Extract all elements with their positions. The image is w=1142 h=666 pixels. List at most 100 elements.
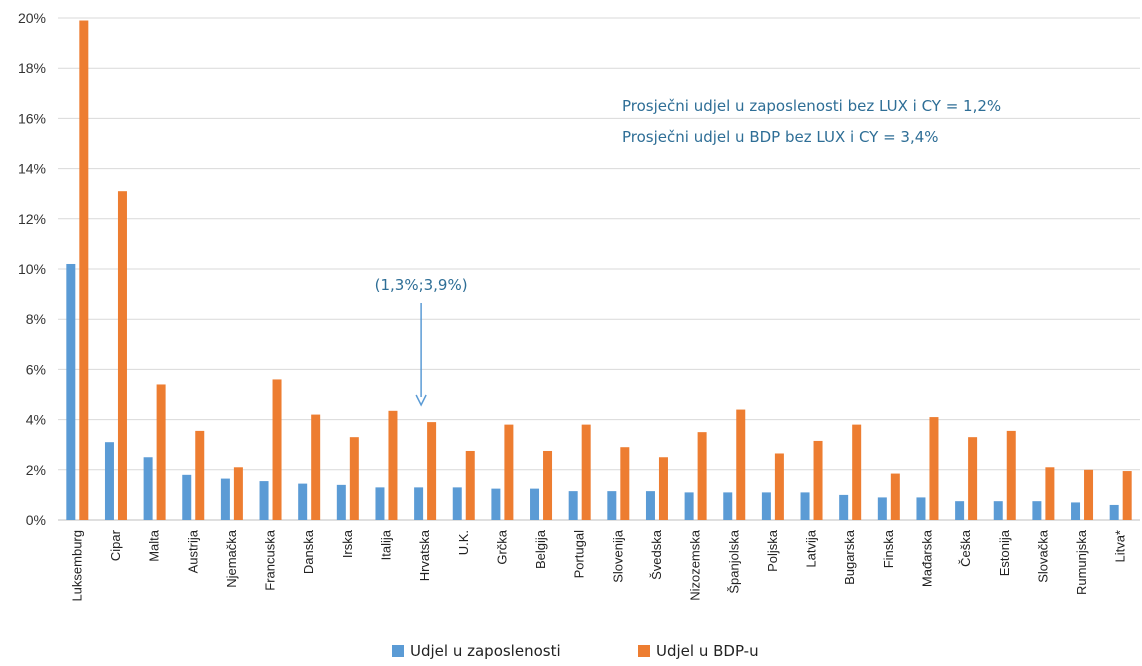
bar-gdp: [774, 453, 784, 520]
y-tick-label: 2%: [26, 462, 46, 478]
x-category-label: Irska: [340, 529, 355, 558]
bar-employment: [336, 484, 346, 520]
bar-employment: [607, 491, 617, 520]
bar-gdp: [388, 410, 398, 520]
y-tick-label: 6%: [26, 361, 46, 377]
bar-gdp: [156, 384, 166, 520]
bar-employment: [491, 488, 501, 520]
x-category-label: Estonija: [997, 529, 1012, 576]
x-category-label: Bugarska: [842, 529, 857, 585]
x-category-label: Latvija: [804, 529, 819, 567]
x-category-label: Španjolska: [726, 529, 741, 593]
bar-gdp: [311, 414, 321, 520]
bar-employment: [104, 442, 114, 520]
y-tick-label: 8%: [26, 311, 46, 327]
y-tick-label: 0%: [26, 512, 46, 528]
x-category-label: Slovenija: [610, 529, 625, 583]
x-category-label: Njemačka: [224, 529, 239, 588]
bar-gdp: [349, 437, 359, 520]
bar-gdp: [427, 422, 437, 520]
bar-employment: [220, 478, 230, 520]
bar-gdp: [1045, 467, 1055, 520]
bar-gdp: [504, 424, 514, 520]
y-tick-label: 10%: [18, 261, 46, 277]
bar-employment: [143, 457, 153, 520]
y-tick-label: 4%: [26, 412, 46, 428]
bar-gdp: [195, 430, 205, 520]
bar-employment: [761, 492, 771, 520]
bar-employment: [800, 492, 810, 520]
x-category-label: U.K.: [456, 530, 471, 555]
bar-gdp: [465, 450, 475, 520]
legend: Udjel u zaposlenosti Udjel u BDP-u: [392, 642, 759, 660]
x-category-label: Slovačka: [1035, 529, 1050, 583]
annotation-employment-average: Prosječni udjel u zaposlenosti bez LUX i…: [622, 97, 1001, 115]
legend-label-gdp: Udjel u BDP-u: [656, 642, 759, 660]
bar-employment: [1032, 501, 1042, 520]
y-axis-tick-labels: 0% 2% 4% 6% 8% 10% 12% 14% 16% 18% 20%: [18, 10, 46, 528]
bar-employment: [452, 487, 462, 520]
bar-employment: [1109, 504, 1119, 520]
bar-gdp: [852, 424, 862, 520]
legend-swatch-gdp: [638, 645, 650, 657]
bar-employment: [568, 491, 578, 520]
bar-gdp: [233, 467, 243, 520]
callout-label-hrvatska: (1,3%;3,9%): [375, 276, 468, 294]
bar-gdp: [968, 437, 978, 520]
x-category-label: Cipar: [108, 529, 123, 561]
y-tick-label: 18%: [18, 60, 46, 76]
callout-arrow: [415, 303, 427, 407]
x-category-label: Italija: [378, 529, 393, 560]
legend-label-employment: Udjel u zaposlenosti: [410, 642, 561, 660]
bar-gdp: [117, 191, 127, 520]
bar-employment: [530, 488, 540, 520]
bar-gdp: [1084, 469, 1094, 520]
y-tick-label: 12%: [18, 211, 46, 227]
y-tick-label: 20%: [18, 10, 46, 26]
x-category-label: Portugal: [572, 530, 587, 579]
bar-gdp: [1122, 471, 1132, 520]
annotation-gdp-average: Prosječni udjel u BDP bez LUX i CY = 3,4…: [622, 128, 939, 146]
bar-employment: [877, 497, 887, 520]
x-category-label: Rumunjska: [1074, 529, 1089, 595]
bar-gdp: [929, 417, 939, 520]
bar-gdp: [1006, 430, 1016, 520]
x-category-label: Francuska: [263, 529, 278, 590]
bar-employment: [993, 501, 1003, 520]
x-category-label: Malta: [147, 529, 162, 562]
x-category-label: Finska: [881, 529, 896, 568]
bar-gdp: [697, 432, 707, 520]
x-category-label: Luksemburg: [69, 530, 84, 602]
gridlines: [58, 17, 1140, 521]
x-category-label: Austrija: [185, 529, 200, 573]
bar-employment: [298, 483, 308, 520]
y-tick-label: 16%: [18, 110, 46, 126]
bar-gdp: [79, 20, 89, 520]
bar-employment: [645, 491, 655, 520]
bar-gdp: [736, 409, 746, 520]
x-category-label: Poljska: [765, 529, 780, 572]
x-category-label: Grčka: [494, 529, 509, 564]
x-category-label: Mađarska: [919, 529, 934, 587]
bar-gdp: [658, 457, 668, 520]
callout-arrow-head: [415, 394, 427, 407]
x-category-label: Hrvatska: [417, 529, 432, 581]
bar-employment: [1071, 502, 1081, 520]
bar-employment: [414, 487, 424, 520]
bar-employment: [375, 487, 385, 520]
bar-employment: [723, 492, 733, 520]
bar-gdp: [581, 424, 591, 520]
bar-employment: [66, 263, 76, 520]
bar-employment: [684, 492, 694, 520]
bar-employment: [916, 497, 926, 520]
x-axis-category-labels: Luksemburg Cipar Malta Austrija Njemačka Fran…: [69, 529, 1127, 601]
bar-gdp: [543, 450, 553, 520]
legend-swatch-employment: [392, 645, 404, 657]
x-category-label: Nizozemska: [688, 529, 703, 601]
bar-gdp: [620, 447, 630, 520]
bar-gdp: [813, 440, 823, 520]
x-category-label: Danska: [301, 529, 316, 574]
bar-gdp: [890, 473, 900, 520]
x-category-label: Belgija: [533, 529, 548, 569]
